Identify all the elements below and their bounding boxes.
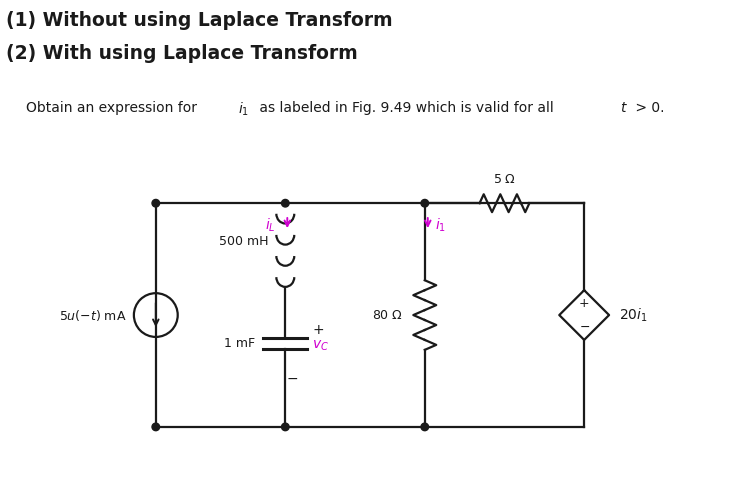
- Text: 1 mF: 1 mF: [224, 337, 255, 350]
- Text: > 0.: > 0.: [631, 101, 665, 115]
- Text: $i_1$: $i_1$: [435, 216, 446, 234]
- Text: +: +: [312, 323, 324, 337]
- Text: $i_L$: $i_L$: [265, 216, 276, 234]
- Text: (2) With using Laplace Transform: (2) With using Laplace Transform: [7, 44, 358, 63]
- Text: Obtain an expression for: Obtain an expression for: [26, 101, 202, 115]
- Circle shape: [421, 199, 429, 207]
- Text: 80 $\Omega$: 80 $\Omega$: [372, 309, 403, 322]
- Text: 5 $\Omega$: 5 $\Omega$: [493, 174, 516, 186]
- Text: (1) Without using Laplace Transform: (1) Without using Laplace Transform: [7, 11, 393, 30]
- Text: 500 mH: 500 mH: [219, 235, 268, 248]
- Circle shape: [152, 423, 160, 431]
- Text: as labeled in Fig. 9.49 which is valid for all: as labeled in Fig. 9.49 which is valid f…: [255, 101, 559, 115]
- Text: $20i_1$: $20i_1$: [619, 306, 648, 324]
- Text: $v_C$: $v_C$: [312, 338, 329, 353]
- Circle shape: [152, 199, 160, 207]
- Circle shape: [281, 423, 289, 431]
- Text: +: +: [579, 297, 589, 310]
- Circle shape: [421, 423, 429, 431]
- Text: $-$: $-$: [578, 320, 590, 333]
- Text: $t$: $t$: [620, 101, 628, 115]
- Text: $5u(-t)$ mA: $5u(-t)$ mA: [59, 307, 127, 323]
- Text: $i_1$: $i_1$: [238, 101, 250, 118]
- Circle shape: [281, 199, 289, 207]
- Text: $-$: $-$: [286, 371, 298, 385]
